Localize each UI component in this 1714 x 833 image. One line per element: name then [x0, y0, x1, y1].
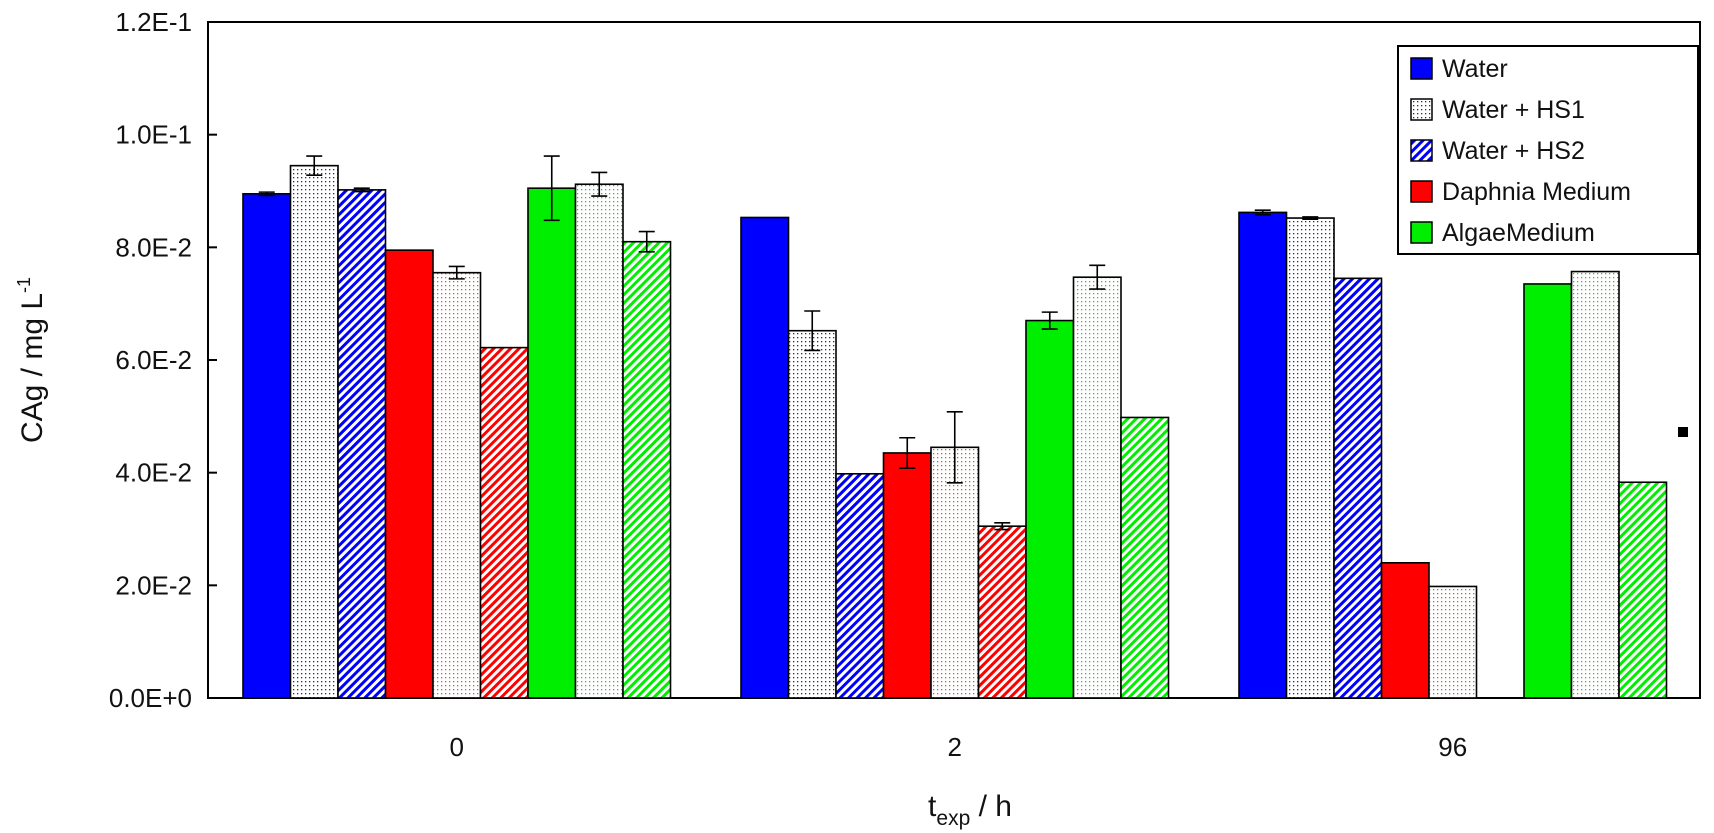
error-bar: [804, 310, 821, 352]
y-tick-label: 2.0E-2: [115, 570, 192, 600]
error-bar: [994, 522, 1011, 531]
legend-swatch-algaemedium: [1410, 221, 1433, 244]
bar-daphnia-medium-2: [882, 452, 932, 699]
y-tick-label: 1.0E-1: [115, 120, 192, 150]
x-axis-title-sub: exp: [936, 807, 970, 830]
y-tick-label: 6.0E-2: [115, 345, 192, 375]
bar-daphnia-medium-hs1-0: [432, 271, 482, 699]
bar-daphnia-medium-0: [384, 249, 434, 699]
bar-daphnia-medium-hs1-96: [1428, 585, 1478, 699]
error-bar: [899, 436, 916, 469]
error-bar: [1254, 209, 1271, 216]
y-axis-title-main: CAg / mg L: [16, 293, 49, 443]
error-bar: [1302, 216, 1319, 220]
bar-algaemedium-hs2-0: [622, 240, 672, 699]
bar-algaemedium-0: [527, 187, 577, 699]
bar-algaemedium-hs1-96: [1570, 270, 1620, 699]
error-bar: [306, 155, 323, 177]
bar-water-hs2-2: [835, 472, 885, 699]
x-tick-label: 96: [1438, 732, 1467, 762]
bar-daphnia-medium-hs2-0: [479, 346, 529, 699]
bar-algaemedium-hs1-2: [1072, 276, 1122, 699]
bar-water-2: [740, 216, 790, 699]
error-bar: [591, 171, 608, 197]
error-bar: [353, 187, 370, 193]
legend-swatch-water: [1410, 57, 1433, 80]
bar-algaemedium-hs2-2: [1120, 416, 1170, 699]
bars: [242, 155, 1668, 699]
bar-daphnia-medium-96: [1380, 561, 1430, 699]
error-bar: [946, 411, 963, 484]
bar-daphnia-medium-hs2-2: [977, 525, 1027, 699]
y-axis-ticks: 0.0E+0 2.0E-2 4.0E-2 6.0E-2 8.0E-2 1.0E-1 1.2E…: [109, 7, 217, 713]
bar-algaemedium-2: [1025, 319, 1075, 699]
bar-water-hs1-96: [1285, 217, 1335, 699]
y-tick-label: 0.0E+0: [109, 683, 192, 713]
error-bar: [543, 155, 560, 222]
bar-algaemedium-hs2-96: [1618, 481, 1668, 699]
y-tick-label: 1.2E-1: [115, 7, 192, 37]
error-bar: [258, 191, 275, 197]
legend-label-water: Water: [1442, 55, 1508, 83]
bar-water-hs1-0: [289, 164, 339, 699]
x-axis-title-rest: / h: [970, 790, 1012, 823]
bar-algaemedium-hs1-0: [574, 183, 624, 699]
legend-label-daphnia-medium: Daphnia Medium: [1442, 178, 1631, 206]
error-bar: [1089, 264, 1106, 290]
legend: Water Water + HS1 Water + HS2 Daphnia Mediu…: [1397, 45, 1699, 255]
error-bar: [638, 230, 655, 253]
error-bar: [448, 265, 465, 280]
bar-algaemedium-96: [1523, 283, 1573, 699]
bar-daphnia-medium-hs1-2: [930, 446, 980, 699]
error-bar: [1041, 311, 1058, 330]
x-tick-label: 2: [948, 732, 962, 762]
bar-water-hs2-96: [1333, 277, 1383, 699]
y-tick-label: 4.0E-2: [115, 458, 192, 488]
x-axis-ticks: 0 2 96: [450, 732, 1468, 762]
bar-water-hs2-0: [337, 189, 387, 699]
legend-swatch-water-hs2: [1410, 139, 1433, 162]
x-axis-title: texp / h: [928, 790, 1012, 830]
x-tick-label: 0: [450, 732, 464, 762]
stray-marker: [1678, 427, 1688, 437]
bar-water-0: [242, 193, 292, 699]
y-axis-title-sup: -1: [14, 277, 34, 293]
legend-label-water-hs1: Water + HS1: [1442, 96, 1585, 124]
legend-label-algaemedium: AlgaeMedium: [1442, 219, 1595, 247]
y-axis-title: CAg / mg L-1: [14, 277, 49, 443]
legend-swatch-water-hs1: [1410, 98, 1433, 121]
legend-box: [1397, 45, 1699, 255]
bar-water-96: [1238, 211, 1288, 699]
legend-label-water-hs2: Water + HS2: [1442, 137, 1585, 165]
bar-water-hs1-2: [787, 329, 837, 699]
y-tick-label: 8.0E-2: [115, 232, 192, 262]
x-axis-title-main: t: [928, 790, 937, 823]
legend-swatch-daphnia-medium: [1410, 180, 1433, 203]
